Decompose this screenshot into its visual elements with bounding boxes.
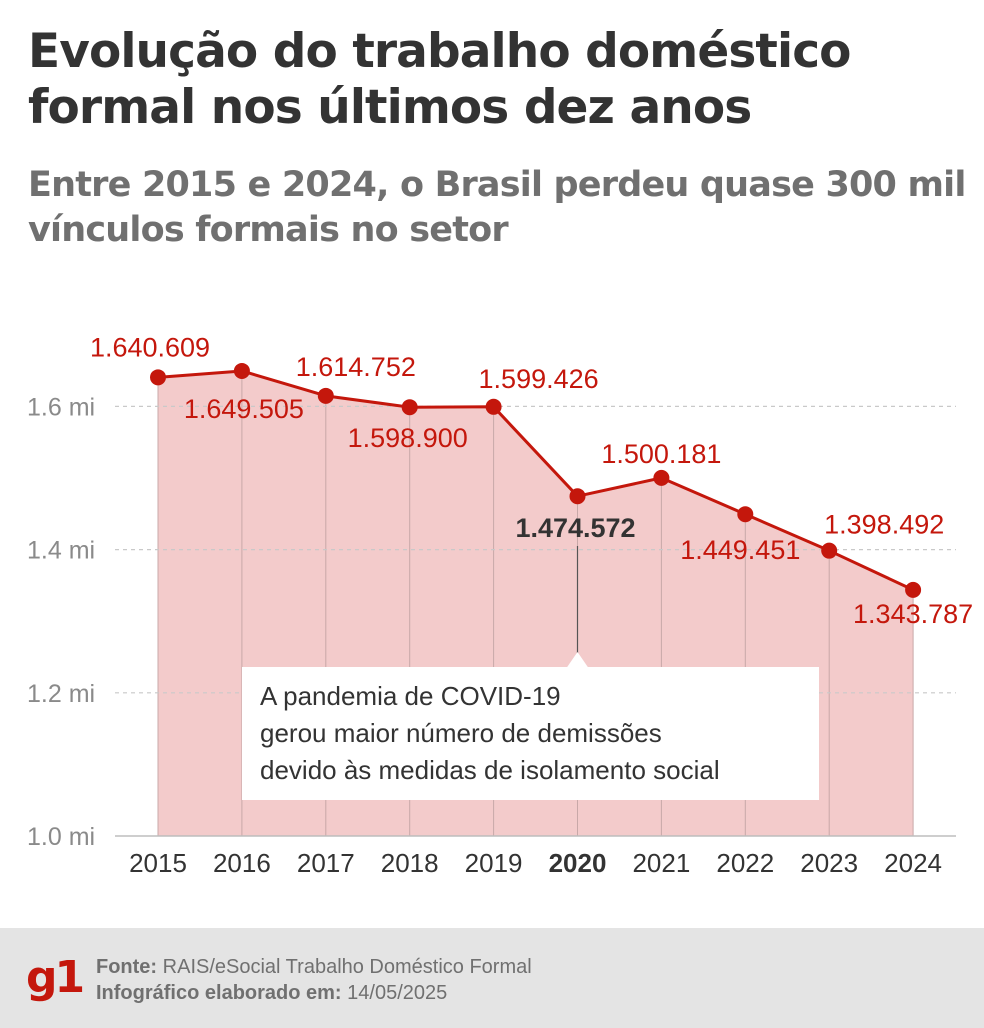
- y-tick-label: 1.4 mi: [27, 537, 95, 565]
- y-tick-label: 1.2 mi: [27, 680, 95, 708]
- x-tick-label-2017: 2017: [297, 848, 355, 878]
- x-tick-label-2021: 2021: [632, 848, 690, 878]
- data-point-2023: [821, 542, 838, 559]
- x-tick-label-2019: 2019: [465, 848, 523, 878]
- line-area-chart: 1.0 mi 1.2 mi 1.4 mi 1.6 mi 1.640.609 1.649.5…: [27, 332, 973, 878]
- y-tick-label: 1.0 mi: [27, 823, 95, 851]
- x-tick-label-2022: 2022: [716, 848, 774, 878]
- x-tick-label-2024: 2024: [884, 848, 942, 878]
- g1-logo: g1: [26, 952, 85, 1003]
- annotation-box: [242, 667, 819, 800]
- annotation-text-line: gerou maior número de demissões: [260, 718, 662, 748]
- data-label-2016: 1.649.505: [184, 394, 304, 424]
- annotation-pointer: [566, 652, 589, 668]
- x-tick-label-2020: 2020: [549, 848, 607, 878]
- data-point-2019: [485, 398, 502, 415]
- data-label-2015: 1.640.609: [90, 332, 210, 362]
- annotation-text-line: devido às medidas de isolamento social: [260, 755, 720, 785]
- data-point-2016: [233, 362, 250, 379]
- data-point-2021: [653, 469, 670, 486]
- data-point-2022: [737, 506, 754, 523]
- date-text: 14/05/2025: [347, 982, 448, 1004]
- x-tick-label-2015: 2015: [129, 848, 187, 878]
- data-point-2018: [401, 399, 418, 416]
- data-label-2024: 1.343.787: [853, 599, 973, 629]
- data-point-2020: [569, 488, 586, 505]
- source-text: RAIS/eSocial Trabalho Doméstico Formal: [162, 956, 532, 978]
- x-tick-label-2018: 2018: [381, 848, 439, 878]
- chart-title: Evolução do trabalho doméstico formal no…: [28, 24, 851, 135]
- data-label-2023: 1.398.492: [824, 510, 944, 540]
- annotation-callout: A pandemia de COVID-19 gerou maior número…: [242, 652, 819, 800]
- data-label-2022: 1.449.451: [680, 535, 800, 565]
- data-label-2020: 1.474.572: [515, 513, 635, 543]
- data-line: [157, 369, 914, 592]
- data-label-2017: 1.614.752: [296, 352, 416, 382]
- y-tick-label: 1.6 mi: [27, 393, 95, 421]
- data-point-2017: [317, 387, 334, 404]
- x-tick-label-2023: 2023: [800, 848, 858, 878]
- chart-subtitle: Entre 2015 e 2024, o Brasil perdeu quase…: [28, 165, 966, 250]
- date-line: Infográfico elaborado em: 14/05/2025: [96, 982, 447, 1005]
- data-label-2021: 1.500.181: [601, 439, 721, 469]
- data-point-2024: [905, 581, 922, 598]
- footer: g1 Fonte: RAIS/eSocial Trabalho Doméstic…: [0, 928, 984, 1028]
- source-line: Fonte: RAIS/eSocial Trabalho Doméstico F…: [96, 956, 532, 979]
- date-label: Infográfico elaborado em:: [96, 982, 342, 1004]
- source-label: Fonte:: [96, 956, 158, 978]
- x-tick-label-2016: 2016: [213, 848, 271, 878]
- data-label-2018: 1.598.900: [348, 423, 468, 453]
- data-point-2015: [150, 369, 166, 386]
- annotation-text-line: A pandemia de COVID-19: [260, 681, 561, 711]
- data-label-2019: 1.599.426: [479, 364, 599, 394]
